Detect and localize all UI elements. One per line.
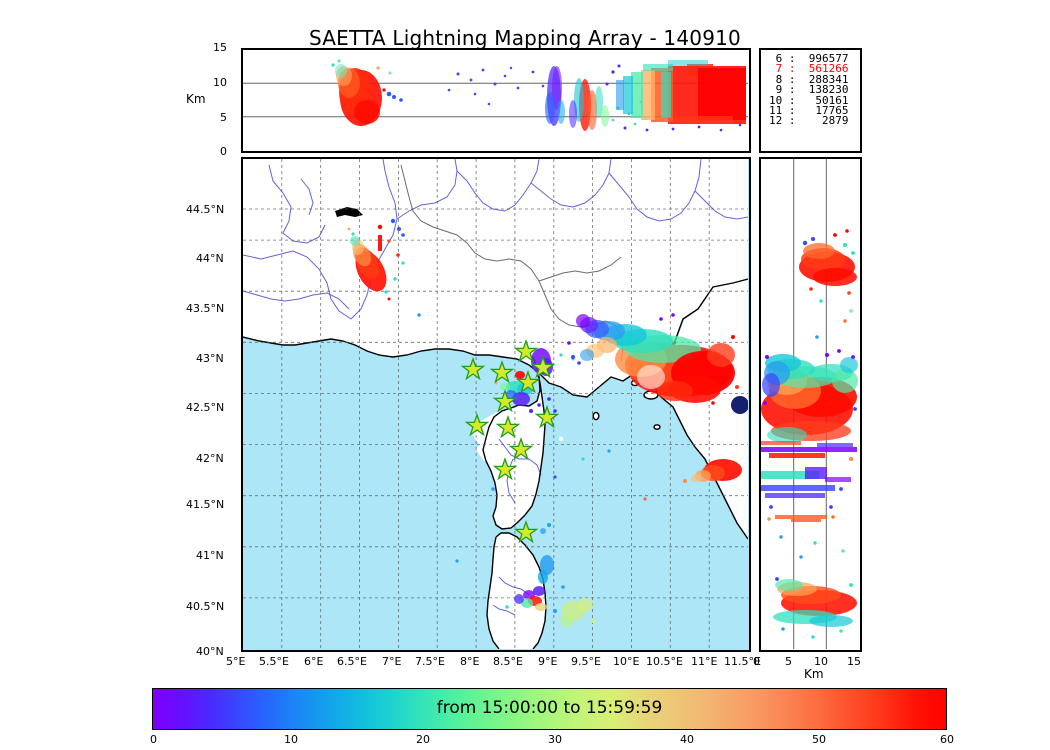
side-xtick-10: 10 — [814, 655, 828, 668]
colorbar-label: from 15:00:00 to 15:59:59 — [436, 698, 663, 718]
map-xtick-6: 6°E — [304, 655, 324, 668]
rivers — [243, 159, 748, 616]
map-xtick-7_5: 7.5°E — [415, 655, 445, 668]
map-xtick-7: 7°E — [382, 655, 402, 668]
longitude-altitude-panel[interactable] — [241, 48, 751, 153]
island-small-1 — [593, 412, 599, 420]
map-xtick-11_5: 11.5°E — [724, 655, 761, 668]
cluster-tyrrhenian — [683, 459, 742, 483]
map-ytick-44: 44°N — [196, 252, 224, 265]
map-xtick-5: 5°E — [226, 655, 246, 668]
page-title: SAETTA Lightning Mapping Array - 140910 — [309, 26, 741, 50]
map-ytick-42: 42°N — [196, 452, 224, 465]
legend-row-7: 7 : 561266 — [769, 62, 849, 76]
cluster-sardinia — [505, 555, 595, 627]
map-gridlines — [243, 159, 748, 649]
legend-row-8: 8 : 288341 — [769, 72, 849, 86]
map-xtick-6_5: 6.5°E — [337, 655, 367, 668]
top-panel-ylabel: Km — [186, 92, 206, 106]
map-ytick-44_5: 44.5°N — [186, 203, 225, 216]
reference-point-marker — [731, 396, 748, 414]
map-xtick-10: 10°E — [613, 655, 640, 668]
cbtick-10: 10 — [284, 733, 298, 746]
legend-row-9: 9 : 138230 — [769, 83, 849, 97]
legend-row-12: 12 : 2879 — [769, 114, 849, 128]
island-giglio — [654, 424, 660, 430]
map-ytick-41: 41°N — [196, 549, 224, 562]
map-ytick-41_5: 41.5°N — [186, 498, 225, 511]
time-colorbar[interactable] — [152, 688, 947, 730]
top-ytick-10: 10 — [213, 76, 227, 89]
cbtick-50: 50 — [812, 733, 826, 746]
side-panel-scatter — [761, 229, 858, 639]
station-count-legend: 6 : 996577 7 : 561266 8 : 288341 9 : 138… — [759, 48, 862, 153]
land-sardinia — [487, 533, 546, 649]
map-ytick-43: 43°N — [196, 352, 224, 365]
map-xtick-8_5: 8.5°E — [493, 655, 523, 668]
map-xtick-9: 9°E — [538, 655, 558, 668]
lma-stations — [460, 339, 748, 544]
side-xtick-0: 0 — [753, 655, 760, 668]
altitude-latitude-panel[interactable] — [759, 157, 862, 652]
map-ytick-40_5: 40.5°N — [186, 600, 225, 613]
top-panel-scatter — [331, 59, 746, 132]
top-ytick-0: 0 — [220, 145, 227, 158]
map-xtick-9_5: 9.5°E — [571, 655, 601, 668]
cluster-tuscany — [567, 313, 739, 405]
map-xtick-11: 11°E — [691, 655, 718, 668]
island-small-2 — [558, 436, 564, 442]
headland-mark — [335, 207, 363, 217]
cbtick-20: 20 — [416, 733, 430, 746]
map-ytick-40: 40°N — [196, 645, 224, 658]
map-ytick-43_5: 43.5°N — [186, 302, 225, 315]
top-ytick-5: 5 — [220, 111, 227, 124]
map-ytick-42_5: 42.5°N — [186, 401, 225, 414]
land-corsica — [483, 356, 545, 529]
side-xtick-15: 15 — [847, 655, 861, 668]
cluster-marine-small — [540, 523, 551, 534]
cbtick-60: 60 — [940, 733, 954, 746]
map-xtick-8: 8°E — [460, 655, 480, 668]
map-xtick-10_5: 10.5°E — [646, 655, 683, 668]
cbtick-0: 0 — [150, 733, 157, 746]
map-xtick-5_5: 5.5°E — [259, 655, 289, 668]
map-panel[interactable] — [241, 157, 751, 652]
cluster-provence — [347, 218, 421, 317]
side-xtick-5: 5 — [785, 655, 792, 668]
cbtick-40: 40 — [680, 733, 694, 746]
legend-row-10: 10 : 50161 — [769, 93, 849, 107]
legend-row-11: 11 : 17765 — [769, 104, 849, 118]
cbtick-30: 30 — [548, 733, 562, 746]
side-panel-xlabel: Km — [804, 667, 824, 681]
top-ytick-15: 15 — [213, 41, 227, 54]
legend-row-6: 6 : 996577 — [769, 52, 849, 65]
